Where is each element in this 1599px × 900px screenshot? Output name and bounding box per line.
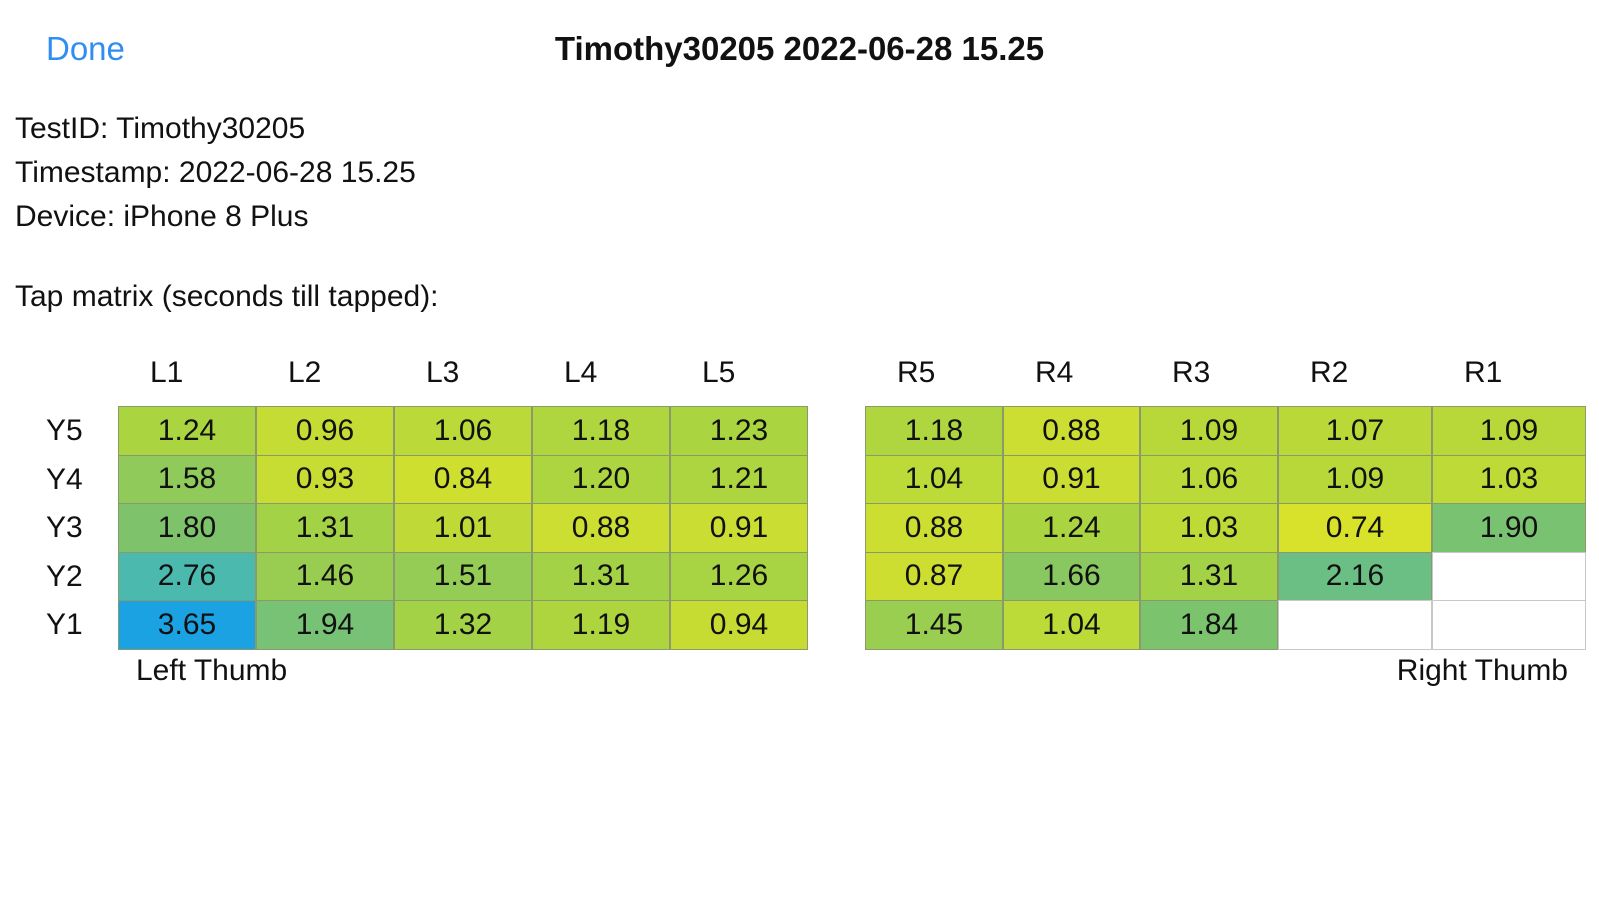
column-label: L3: [426, 356, 460, 389]
tap-cell: 0.84: [394, 454, 532, 504]
tap-cell: 1.19: [532, 600, 670, 650]
tap-cell: 0.96: [256, 406, 394, 456]
tap-cell: 1.09: [1278, 454, 1432, 504]
tap-cell: 1.18: [532, 406, 670, 456]
tap-cell: 1.06: [1140, 454, 1278, 504]
tap-cell: 1.94: [256, 600, 394, 650]
row-label: Y1: [46, 608, 83, 641]
tap-cell: 1.09: [1432, 406, 1586, 456]
column-label: R5: [897, 356, 936, 389]
tap-cell: 2.16: [1278, 551, 1432, 601]
row-label: Y2: [46, 559, 83, 593]
tap-cell: 1.03: [1140, 503, 1278, 553]
tap-cell: 1.24: [1003, 503, 1140, 553]
matrix-label: Tap matrix (seconds till tapped):: [15, 280, 439, 313]
tap-cell: 1.03: [1432, 454, 1586, 504]
tap-cell: 1.04: [865, 454, 1003, 504]
column-label: L5: [702, 356, 736, 389]
tap-cell: 1.58: [118, 454, 256, 504]
tap-cell: [1432, 600, 1586, 650]
tap-cell: 1.07: [1278, 406, 1432, 456]
tap-cell: 1.45: [865, 600, 1003, 650]
tap-cell: 2.76: [118, 551, 256, 601]
column-label: R1: [1464, 356, 1503, 389]
tap-cell: 1.18: [865, 406, 1003, 456]
tap-cell: [1278, 600, 1432, 650]
column-label: R2: [1310, 356, 1349, 389]
tap-cell: 1.26: [670, 551, 808, 601]
tap-cell: 0.88: [1003, 406, 1140, 456]
tap-cell: 0.91: [670, 503, 808, 553]
tap-cell: 1.84: [1140, 600, 1278, 650]
tap-cell: 1.06: [394, 406, 532, 456]
row-label: Y5: [46, 414, 83, 447]
tap-cell: 1.80: [118, 503, 256, 553]
tap-cell: 1.31: [256, 503, 394, 553]
column-label: R3: [1172, 356, 1211, 389]
tap-cell: 1.24: [118, 406, 256, 456]
caption: Left Thumb: [136, 654, 288, 687]
info-line: TestID: Timothy30205: [15, 112, 306, 145]
nav-title: Timothy30205 2022-06-28 15.25: [554, 30, 1045, 67]
tap-cell: 0.87: [865, 551, 1003, 601]
tap-cell: 1.04: [1003, 600, 1140, 650]
caption: Right Thumb: [1396, 654, 1568, 687]
tap-cell: 0.94: [670, 600, 808, 650]
tap-cell: 1.21: [670, 454, 808, 504]
column-label: L2: [288, 356, 322, 389]
tap-cell: 1.51: [394, 551, 532, 601]
row-label: Y3: [46, 511, 83, 544]
tap-cell: 1.31: [532, 551, 670, 601]
info-line: Device: iPhone 8 Plus: [15, 200, 309, 233]
column-label: L4: [564, 356, 598, 389]
tap-cell: 0.88: [865, 503, 1003, 553]
column-label: L1: [150, 356, 184, 389]
column-label: R4: [1035, 356, 1074, 389]
tap-cell: 1.90: [1432, 503, 1586, 553]
tap-cell: 1.09: [1140, 406, 1278, 456]
tap-cell: 1.66: [1003, 551, 1140, 601]
tap-cell: 1.20: [532, 454, 670, 504]
done-button[interactable]: Done: [46, 30, 125, 67]
info-line: Timestamp: 2022-06-28 15.25: [15, 156, 416, 189]
row-label: Y4: [46, 462, 83, 496]
tap-cell: 1.23: [670, 406, 808, 456]
tap-cell: 1.31: [1140, 551, 1278, 601]
tap-cell: [1432, 551, 1586, 601]
tap-cell: 3.65: [118, 600, 256, 650]
tap-cell: 0.91: [1003, 454, 1140, 504]
tap-cell: 0.88: [532, 503, 670, 553]
tap-cell: 0.93: [256, 454, 394, 504]
tap-cell: 1.32: [394, 600, 532, 650]
tap-cell: 1.46: [256, 551, 394, 601]
tap-cell: 1.01: [394, 503, 532, 553]
tap-cell: 0.74: [1278, 503, 1432, 553]
